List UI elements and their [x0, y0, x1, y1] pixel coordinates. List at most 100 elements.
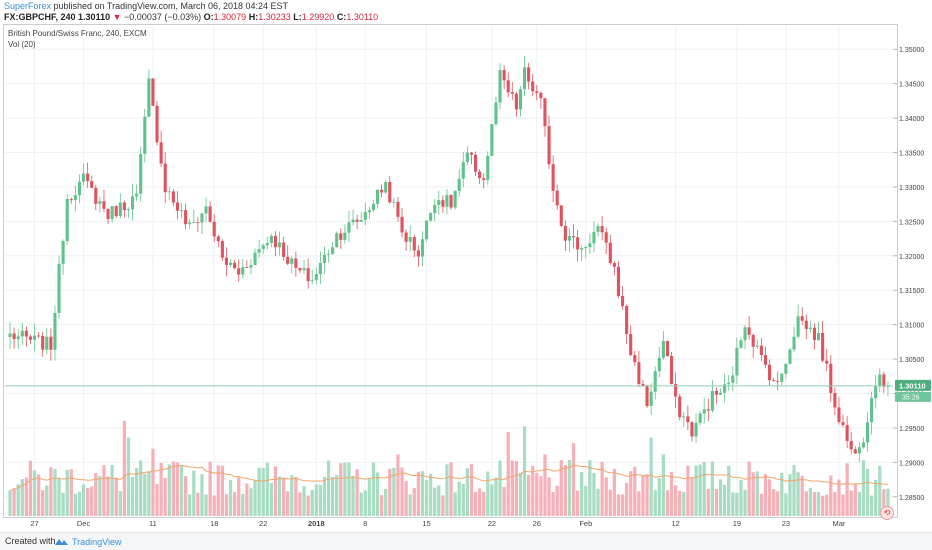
volume-legend[interactable]: Vol (20): [8, 40, 36, 49]
volume-bar: [20, 479, 24, 516]
candle-body: [12, 333, 16, 340]
chart-area[interactable]: 1.35000 1.34500 1.34000 1.33500 1.33000 1.325…: [0, 24, 932, 532]
candle-body: [522, 67, 527, 90]
volume-bar: [249, 488, 253, 516]
candle-body: [870, 398, 874, 423]
candle-body: [727, 382, 731, 385]
volume-bar: [261, 467, 265, 516]
high-label: H:: [248, 12, 259, 22]
candle-body: [845, 425, 849, 441]
candle-body: [94, 187, 98, 204]
volume-bar: [853, 483, 857, 516]
candle-body: [735, 347, 739, 376]
candle-body: [833, 392, 837, 408]
volume-bar: [547, 477, 551, 516]
volume-bar: [224, 494, 229, 516]
volume-bar: [302, 486, 306, 516]
candle-body: [102, 201, 106, 209]
candle-body: [543, 98, 547, 127]
candle-body: [392, 201, 396, 203]
open-value: 1.30079: [213, 12, 247, 22]
volume-bar: [526, 474, 531, 516]
candle-body: [135, 193, 139, 197]
candle-body: [273, 235, 278, 248]
candle-body: [343, 232, 347, 240]
volume-bar: [408, 494, 412, 516]
candle-body: [690, 422, 694, 437]
volume-bar: [45, 485, 49, 516]
x-tick-label: 22: [488, 519, 496, 528]
volume-bar: [28, 460, 33, 516]
candle-body: [106, 208, 110, 219]
candle-body: [208, 206, 212, 222]
candle-body: [429, 213, 433, 221]
volume-bar: [167, 464, 171, 516]
tradingview-logo[interactable]: TradingView: [53, 536, 122, 547]
candle-body: [290, 258, 294, 264]
footer-bar: Created with TradingView: [0, 532, 932, 550]
volume-bar: [580, 472, 584, 516]
reset-scale-icon[interactable]: ⟲: [880, 506, 894, 520]
volume-bar: [159, 462, 163, 516]
volume-bar: [710, 461, 715, 516]
x-tick-label: 12: [671, 519, 679, 528]
volume-bar: [269, 482, 274, 516]
candle-body: [196, 222, 200, 223]
candle-body: [600, 226, 604, 233]
candle-body: [829, 363, 833, 393]
price-volume-plot[interactable]: 1.35000 1.34500 1.34000 1.33500 1.33000 1.325…: [0, 24, 932, 532]
volume-bar: [820, 495, 825, 516]
x-tick-label: 8: [363, 519, 367, 528]
candle-body: [114, 206, 118, 217]
volume-bar: [808, 487, 813, 516]
volume-bar: [404, 481, 408, 516]
candle-body: [800, 316, 804, 321]
volume-bar: [714, 488, 719, 516]
candle-body: [694, 422, 698, 437]
candle-body: [306, 268, 310, 282]
volume-bar: [792, 465, 796, 516]
volume-bar: [130, 476, 135, 516]
volume-bar: [326, 460, 331, 516]
volume-bar: [147, 471, 151, 516]
candle-body: [494, 102, 498, 125]
candle-body: [861, 442, 866, 448]
volume-bar: [24, 477, 29, 516]
open-label: O:: [203, 12, 214, 22]
candle-body: [380, 189, 384, 193]
candle-body: [28, 336, 33, 340]
x-tick-label: Mar: [832, 519, 845, 528]
candle-body: [77, 181, 82, 196]
candle-body: [179, 210, 184, 211]
volume-bar: [833, 491, 837, 516]
candle-body: [139, 153, 143, 194]
candle-body: [420, 239, 425, 257]
x-tick-label: 26: [533, 519, 541, 528]
candle-body: [604, 232, 608, 243]
symbol-line: FX:GBPCHF, 240 1.30110 ▼ −0.00037 (−0.03…: [4, 12, 378, 22]
volume-bar: [657, 478, 661, 516]
candle-body: [188, 222, 192, 225]
publisher-link[interactable]: SuperForex: [4, 1, 52, 11]
volume-bar: [371, 462, 376, 516]
volume-bar: [175, 462, 180, 516]
candle-body: [326, 254, 331, 255]
volume-bar: [265, 462, 269, 516]
volume-bar: [102, 465, 106, 516]
plot-frame[interactable]: [3, 24, 898, 518]
volume-bar: [298, 492, 302, 516]
candle-body: [253, 252, 257, 266]
candle-body: [812, 327, 817, 340]
candle-body: [710, 390, 714, 411]
candle-body: [465, 152, 469, 162]
candle-body: [257, 248, 261, 253]
volume-bar: [543, 454, 547, 516]
volume-bar: [237, 477, 241, 516]
candle-body: [41, 335, 45, 350]
candle-body: [616, 266, 621, 296]
series-legend[interactable]: British Pound/Swiss Franc, 240, EXCM: [8, 29, 147, 38]
volume-bar: [633, 466, 637, 516]
volume-bar: [441, 495, 445, 516]
candle-body: [718, 392, 723, 395]
volume-bar: [469, 464, 474, 516]
